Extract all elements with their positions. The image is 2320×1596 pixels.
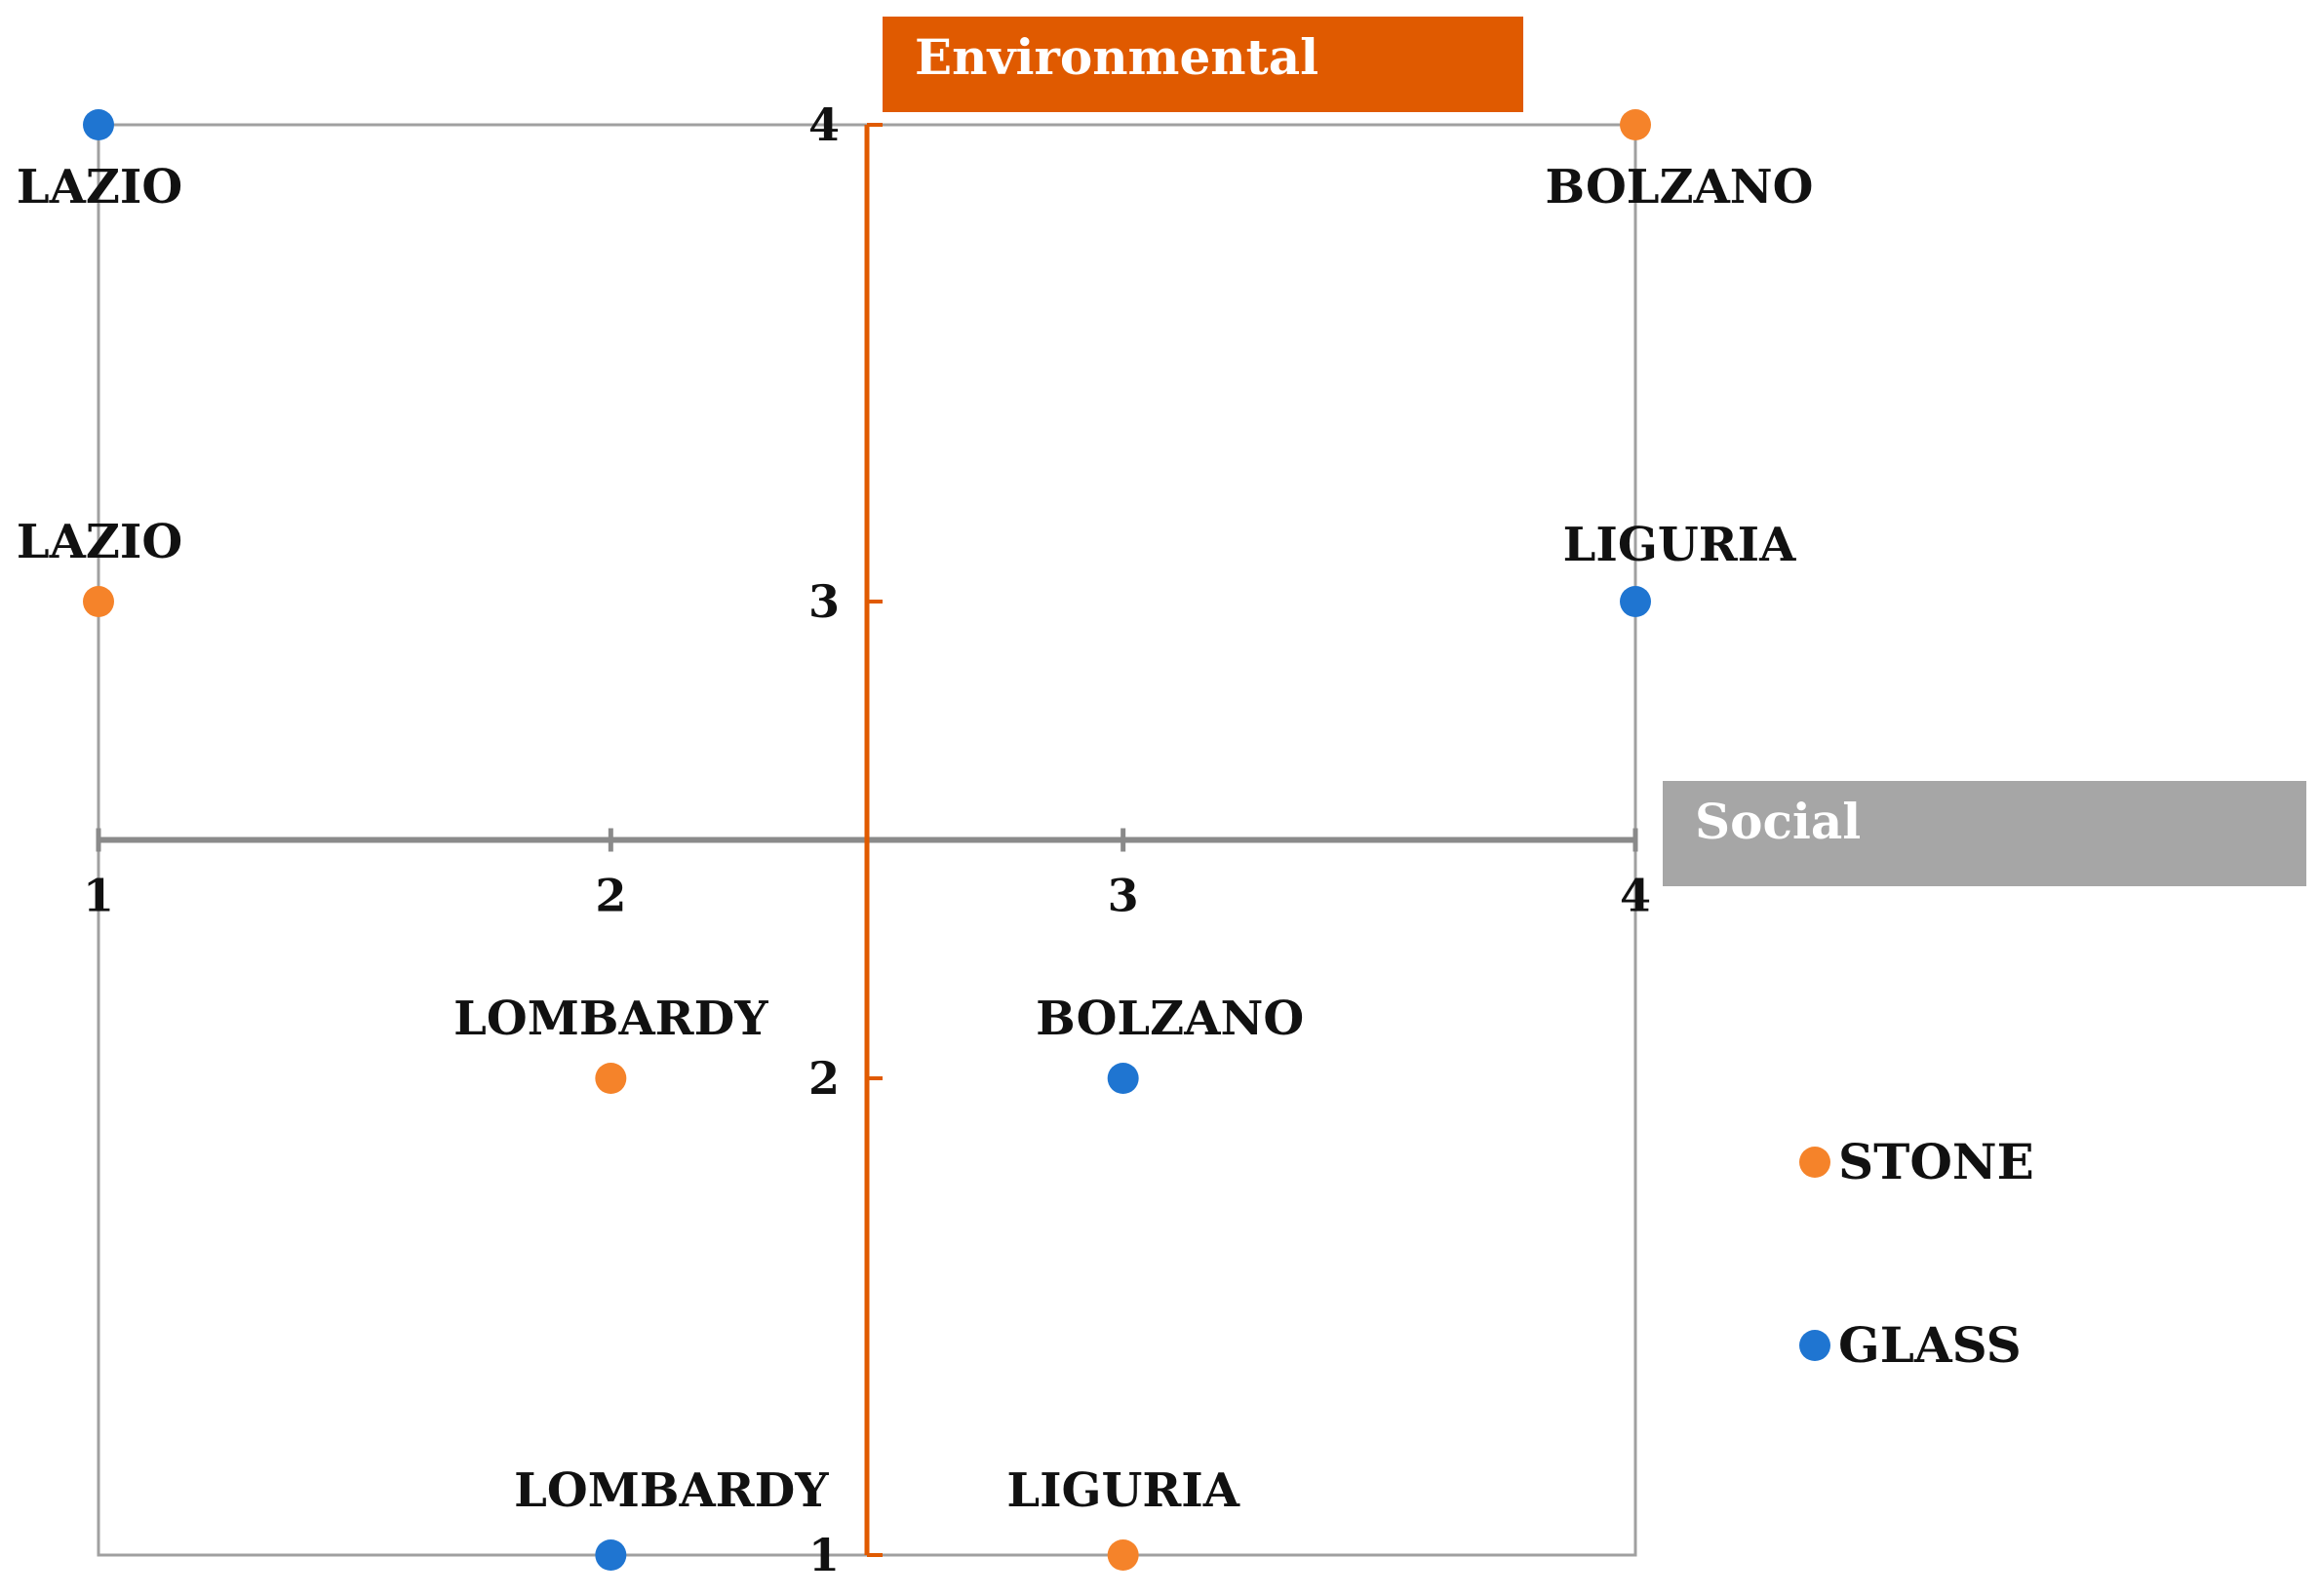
data-point-label: LOMBARDY (453, 992, 768, 1046)
y-tick-label: 2 (808, 1052, 840, 1105)
legend-marker (1799, 1330, 1830, 1361)
data-point-label: LAZIO (17, 515, 182, 569)
data-point (83, 586, 114, 617)
x-tick-label: 3 (1108, 870, 1139, 922)
data-point-label: BOLZANO (1036, 992, 1304, 1046)
data-point-label: BOLZANO (1546, 160, 1814, 214)
data-point (1107, 1063, 1139, 1094)
data-point (595, 1063, 627, 1094)
y-tick-label: 4 (808, 98, 840, 151)
x-tick-label: 4 (1620, 870, 1651, 922)
data-point (83, 109, 114, 140)
data-point-label: LOMBARDY (514, 1463, 829, 1518)
legend-label: STONE (1838, 1133, 2034, 1190)
data-point-labels: LAZIO BOLZANO LOMBARDY LIGURIA LAZIO LIGURIA B… (17, 160, 1814, 1518)
data-point-label: LIGURIA (1563, 518, 1796, 572)
data-point-label: LIGURIA (1006, 1463, 1239, 1518)
data-point (595, 1539, 627, 1571)
legend: STONE GLASS (1799, 1133, 2034, 1374)
x-tick-label: 2 (595, 870, 626, 922)
social-axis-title: Social (1695, 793, 1861, 850)
data-point-label: LAZIO (17, 160, 182, 214)
data-points (83, 109, 1651, 1571)
data-point (1620, 109, 1651, 140)
data-point (1620, 586, 1651, 617)
y-tick-label: 1 (808, 1529, 840, 1581)
axis-ticks (96, 123, 1638, 1557)
x-tick-label: 1 (83, 870, 114, 922)
environmental-axis-title: Environmental (915, 28, 1318, 86)
environmental-title-box (883, 17, 1523, 112)
axis-tick-labels: 1 2 3 4 1 2 3 4 (83, 98, 1651, 1581)
legend-marker (1799, 1147, 1830, 1178)
y-tick-label: 3 (808, 575, 840, 628)
legend-label: GLASS (1838, 1316, 2022, 1374)
social-title-box (1663, 781, 2306, 886)
data-point (1107, 1539, 1139, 1571)
